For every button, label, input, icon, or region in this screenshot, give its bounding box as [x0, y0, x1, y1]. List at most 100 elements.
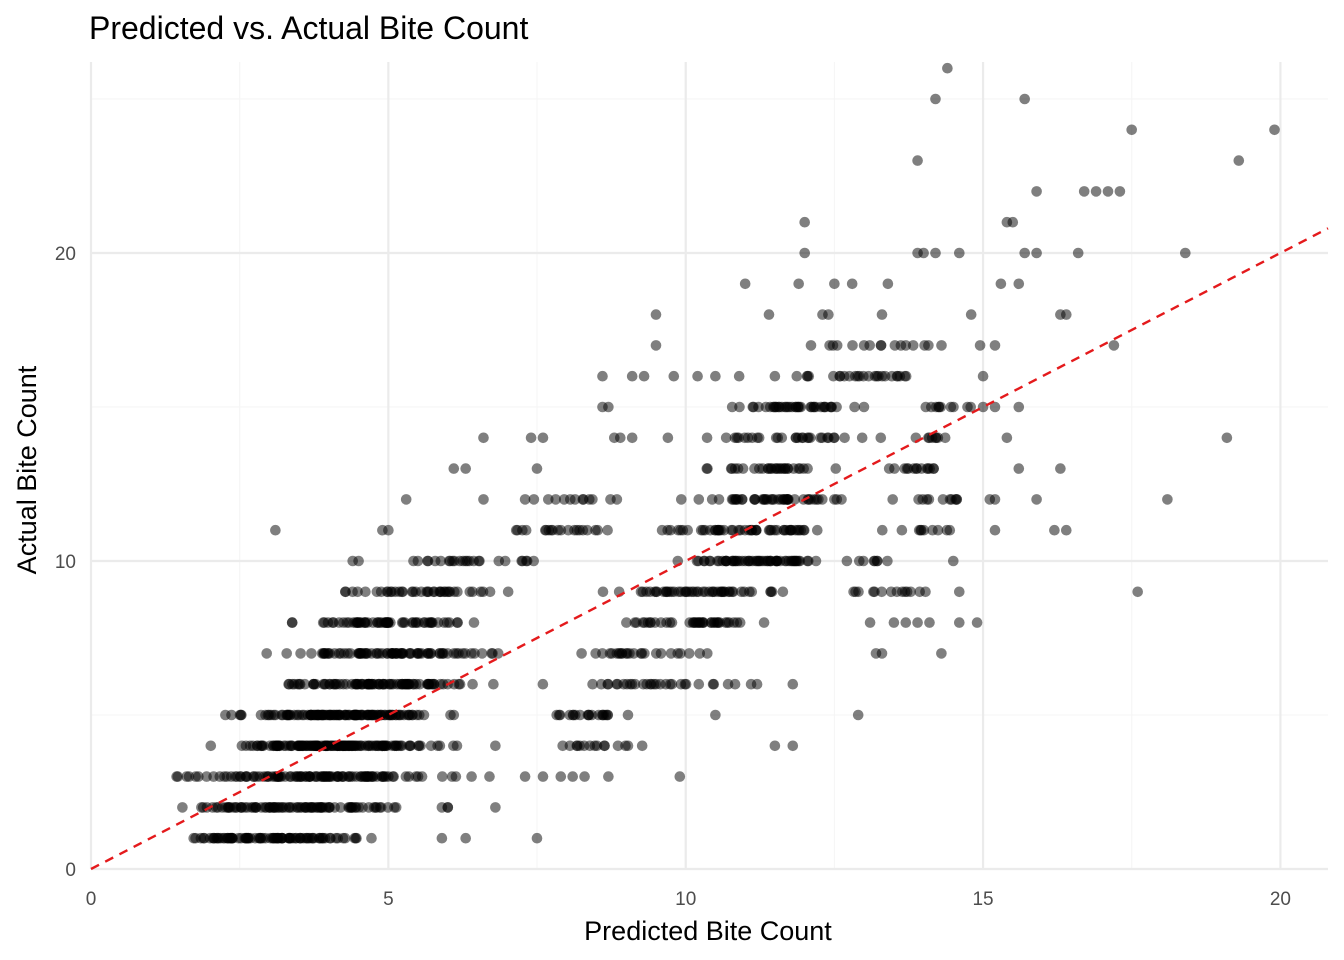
- data-point: [435, 678, 446, 690]
- data-point: [697, 617, 708, 628]
- data-point: [319, 648, 330, 659]
- data-point: [592, 524, 603, 536]
- data-point: [214, 771, 226, 782]
- data-point: [1061, 524, 1072, 536]
- data-point: [400, 494, 412, 505]
- data-point: [418, 709, 430, 721]
- data-point: [234, 709, 246, 721]
- data-point: [924, 617, 935, 628]
- x-tick-label: 0: [86, 889, 97, 910]
- data-point: [875, 432, 887, 444]
- data-point: [273, 802, 284, 813]
- data-point: [381, 617, 392, 628]
- data-point: [616, 648, 627, 659]
- data-point: [424, 617, 436, 628]
- data-point: [727, 524, 739, 536]
- data-point: [693, 586, 704, 598]
- data-point: [281, 648, 293, 659]
- data-point: [989, 494, 1001, 505]
- data-point: [752, 432, 763, 444]
- data-point: [448, 463, 460, 474]
- data-point: [286, 617, 298, 628]
- data-point: [706, 494, 718, 505]
- data-point: [675, 678, 687, 690]
- data-point: [618, 678, 629, 690]
- data-point: [879, 370, 891, 382]
- data-point: [664, 617, 676, 628]
- data-point: [650, 309, 662, 320]
- data-point: [416, 586, 427, 598]
- data-point: [269, 832, 281, 844]
- data-point: [411, 678, 422, 690]
- data-point: [423, 678, 434, 690]
- data-point: [468, 617, 480, 628]
- data-point: [1019, 247, 1030, 259]
- x-tick-label: 5: [383, 889, 394, 910]
- data-point: [510, 524, 522, 536]
- data-point: [260, 802, 272, 813]
- data-point: [681, 586, 692, 598]
- data-point: [668, 586, 680, 598]
- data-point: [339, 648, 350, 659]
- data-point: [794, 463, 806, 474]
- data-point: [823, 432, 834, 444]
- data-point: [1031, 247, 1042, 259]
- data-point: [666, 678, 678, 690]
- data-point: [582, 524, 593, 536]
- data-point: [324, 832, 336, 844]
- data-point: [350, 617, 362, 628]
- data-point: [379, 740, 391, 752]
- data-point: [846, 278, 858, 290]
- data-point: [745, 678, 757, 690]
- data-point: [255, 832, 266, 844]
- data-point: [306, 648, 317, 659]
- data-point: [245, 832, 256, 844]
- data-point: [712, 617, 724, 628]
- data-point: [620, 740, 631, 752]
- data-point: [703, 586, 715, 598]
- data-point: [460, 463, 472, 474]
- data-point: [871, 555, 883, 567]
- data-point: [448, 648, 460, 659]
- data-point: [836, 494, 847, 505]
- data-point: [578, 494, 589, 505]
- data-point: [674, 771, 686, 782]
- data-point: [528, 494, 540, 505]
- data-point: [586, 709, 598, 721]
- data-point: [432, 740, 443, 752]
- data-point: [791, 370, 803, 382]
- data-point: [1013, 278, 1025, 290]
- data-point: [930, 247, 941, 259]
- data-point: [852, 709, 864, 721]
- data-point: [853, 586, 864, 598]
- data-point: [676, 494, 687, 505]
- data-point: [452, 586, 463, 598]
- data-point: [823, 309, 834, 320]
- data-point: [786, 524, 797, 536]
- data-point: [1180, 247, 1191, 259]
- data-point: [753, 401, 764, 413]
- data-point: [805, 432, 816, 444]
- data-point: [602, 678, 614, 690]
- data-point: [490, 802, 501, 813]
- data-point: [806, 401, 817, 413]
- data-point: [757, 463, 768, 474]
- data-point: [565, 494, 576, 505]
- data-point: [1055, 463, 1066, 474]
- data-point: [340, 586, 351, 598]
- data-points: [171, 62, 1280, 844]
- data-point: [347, 740, 359, 752]
- data-point: [856, 432, 868, 444]
- data-point: [702, 648, 713, 659]
- data-point: [888, 617, 900, 628]
- data-point: [319, 678, 330, 690]
- x-axis-title: Predicted Bite Count: [584, 916, 832, 946]
- data-point: [939, 432, 951, 444]
- data-point: [445, 709, 456, 721]
- data-point: [799, 216, 810, 228]
- data-point: [660, 586, 672, 598]
- data-point: [502, 586, 514, 598]
- y-tick-label: 20: [55, 244, 76, 265]
- data-point: [665, 524, 676, 536]
